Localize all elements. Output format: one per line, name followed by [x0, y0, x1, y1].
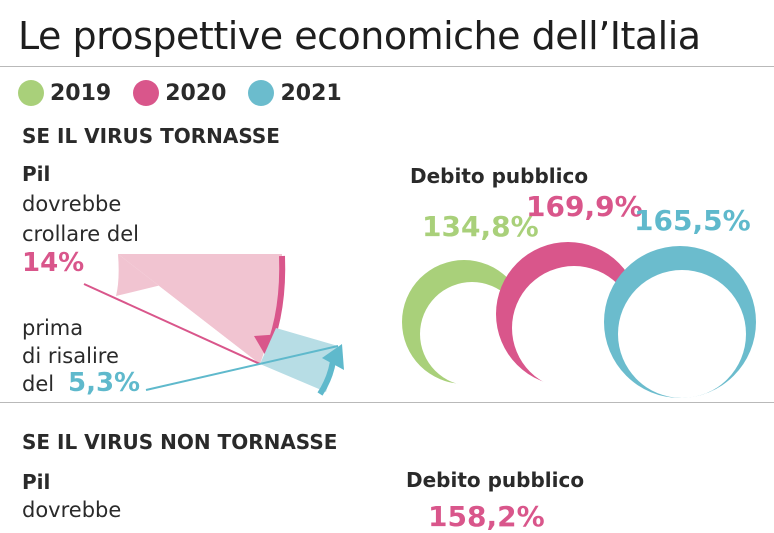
scenario1-rise-value: 5,3%: [68, 368, 141, 398]
scenario1-drop-text-2: crollare del: [22, 222, 139, 246]
scenario2-drop-text-1: dovrebbe: [22, 498, 122, 522]
legend-item-2021: 2021: [248, 80, 342, 106]
scenario1-drop-text-1: dovrebbe: [22, 192, 122, 216]
scenario1-heading: SE IL VIRUS TORNASSE: [22, 124, 280, 148]
debt-value-2021: 165,5%: [634, 204, 751, 237]
scenario2-debt-value-partial: 158,2%: [428, 500, 545, 533]
legend-label-2021: 2021: [280, 80, 342, 106]
title-divider: [0, 66, 774, 67]
scenario1-drop-value: 14%: [22, 248, 85, 278]
section-divider: [0, 402, 774, 403]
gdp-rise-arrow-head: [322, 344, 344, 370]
scenario2-pil-label: Pil: [22, 470, 51, 494]
gdp-rise-fan: [260, 328, 338, 392]
scenario1-pil-label: Pil: [22, 162, 51, 186]
gdp-drop-line: [83, 283, 261, 365]
debt-value-2020: 169,9%: [526, 190, 643, 223]
legend-item-2019: 2019: [18, 80, 111, 106]
legend-dot-2021: [248, 80, 275, 106]
legend-dot-2019: [18, 80, 44, 106]
gdp-drop-fan-fill: [118, 254, 282, 364]
page-title: Le prospettive economiche dell’Italia: [18, 14, 701, 58]
scenario1-rise-text-3: del: [22, 372, 55, 396]
scenario1-debt-title: Debito pubblico: [410, 164, 589, 188]
legend: 2019 2020 2021: [18, 80, 364, 106]
legend-label-2019: 2019: [50, 80, 112, 106]
legend-item-2020: 2020: [133, 80, 226, 106]
debt-ring-2020-inner: [512, 266, 636, 390]
debt-value-2019: 134,8%: [422, 210, 539, 243]
legend-label-2020: 2020: [165, 80, 227, 106]
gdp-arrows-graphic: [83, 242, 756, 398]
debt-ring-2021-inner: [618, 270, 746, 398]
scenario2-debt-title: Debito pubblico: [406, 468, 585, 492]
scenario1-rise-text-2: di risalire: [22, 344, 119, 368]
scenario2-heading: SE IL VIRUS NON TORNASSE: [22, 430, 338, 454]
scenario1-rise-text-1: prima: [22, 316, 84, 340]
gdp-rise-line: [145, 345, 339, 391]
legend-dot-2020: [133, 80, 160, 106]
